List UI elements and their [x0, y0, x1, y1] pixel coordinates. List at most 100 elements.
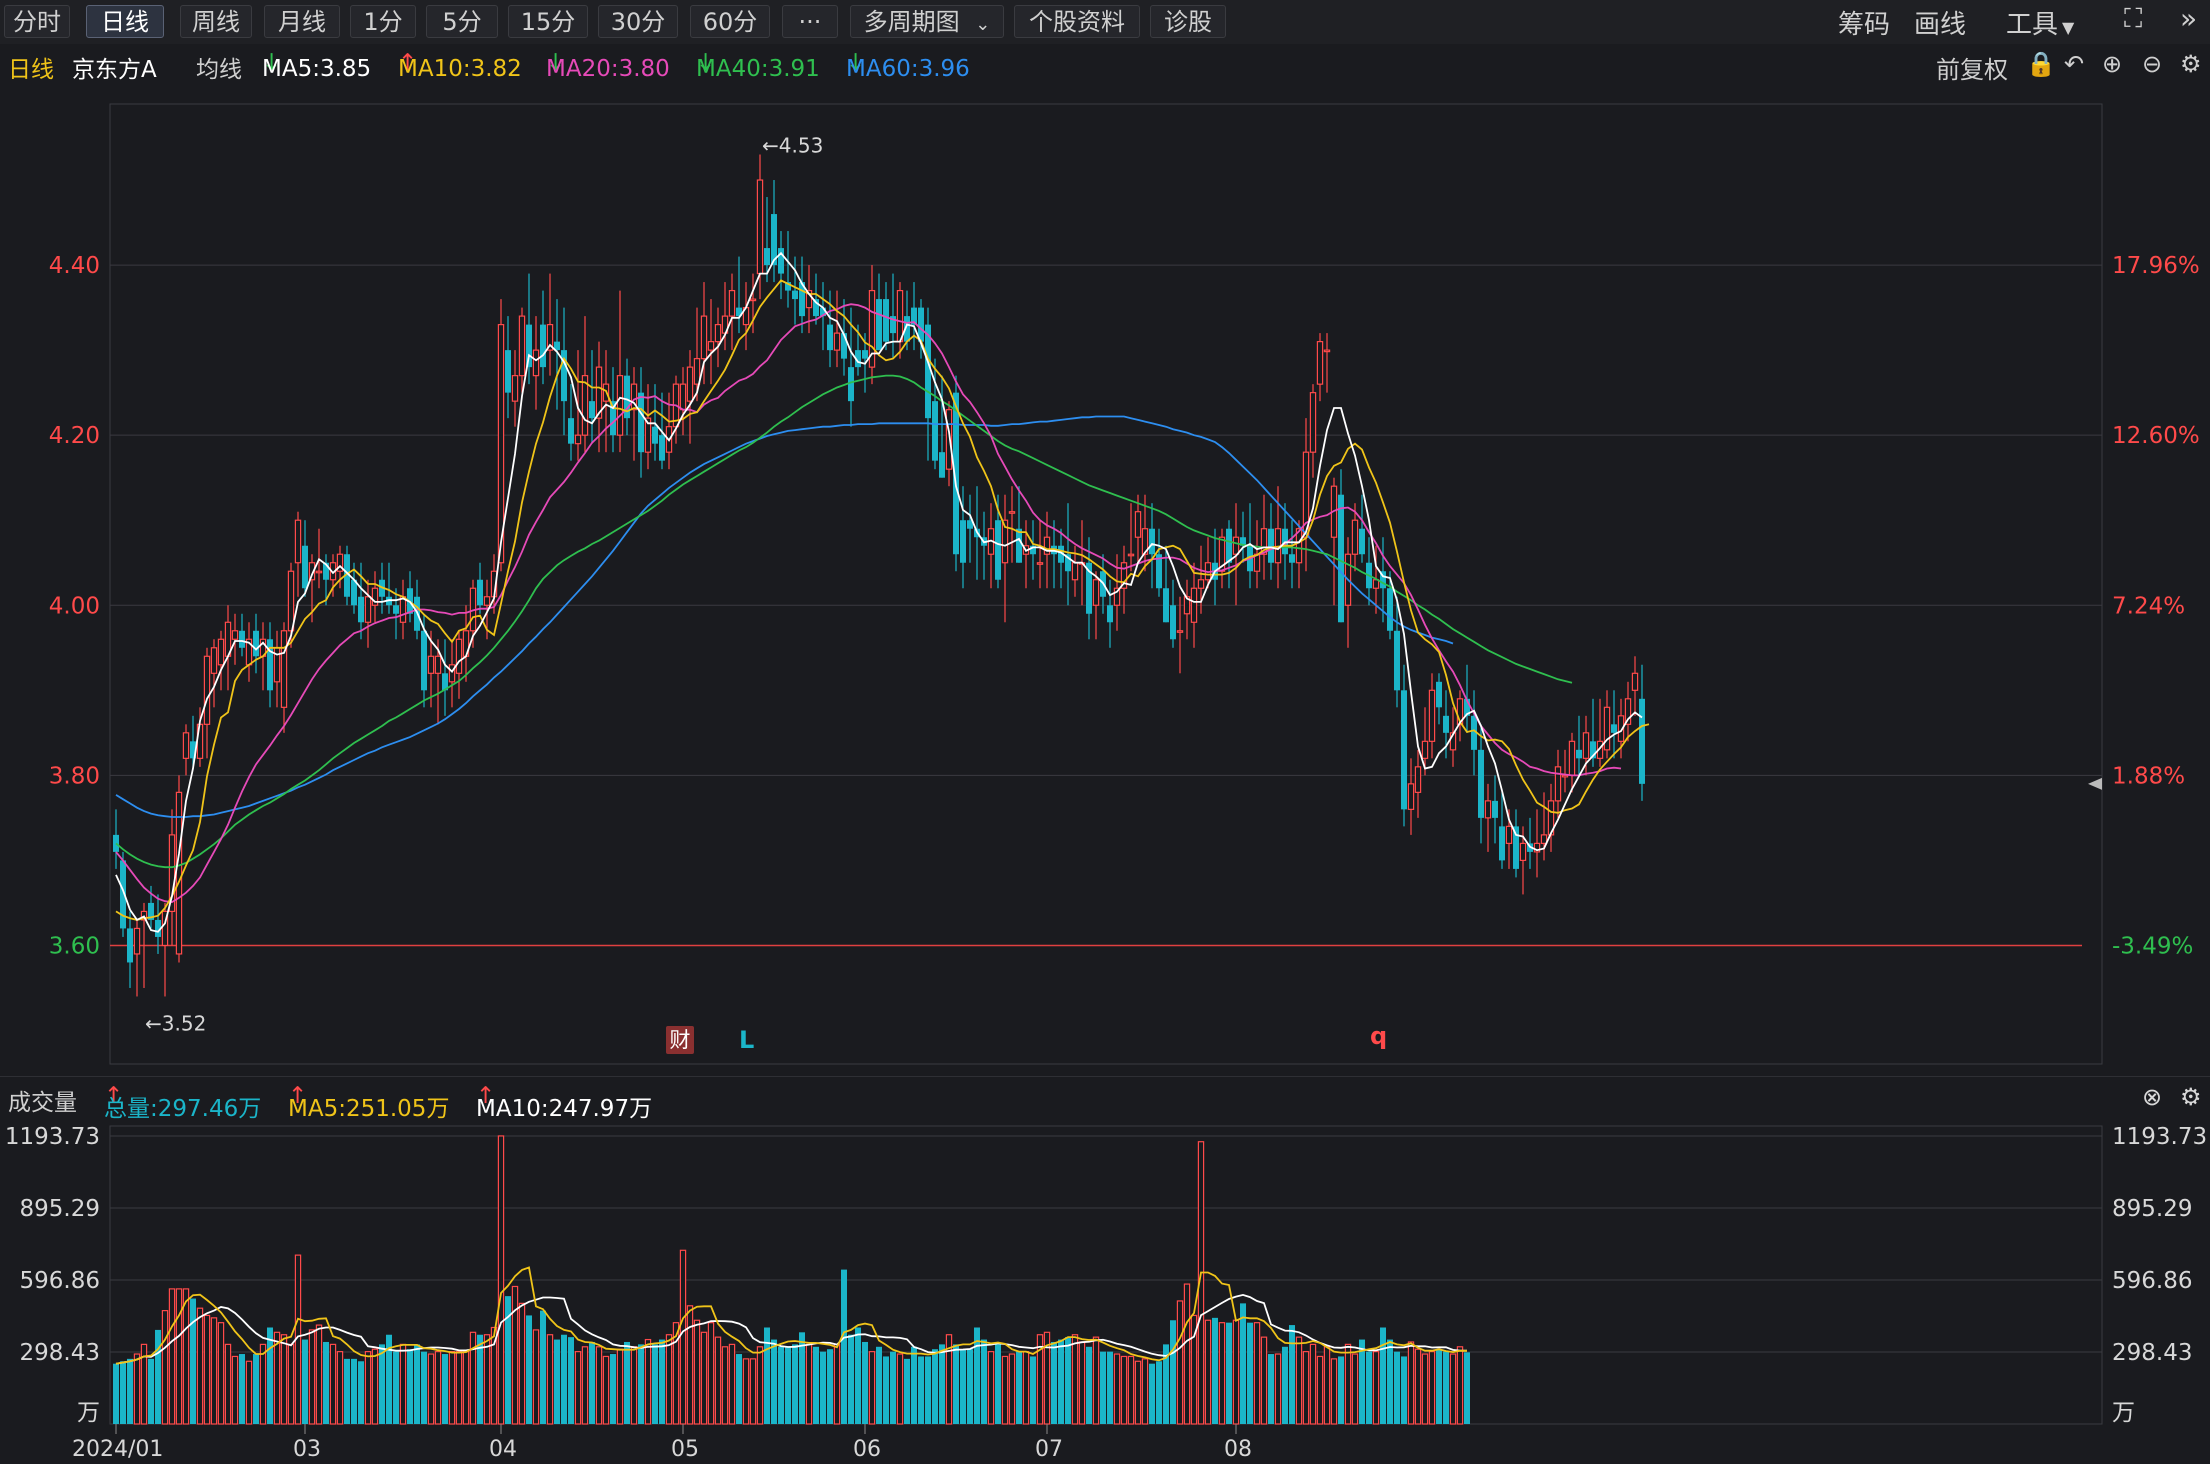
candle-body	[231, 630, 239, 640]
volume-chart[interactable]: 1193.73 1193.73 895.29 895.29 596.86 596.86 29…	[0, 1116, 2210, 1464]
volume-bar	[841, 1269, 847, 1424]
candle-body	[1492, 800, 1498, 818]
candle-body	[1576, 749, 1582, 759]
candle-body	[1107, 605, 1113, 623]
multi-period-dropdown[interactable]: 多周期图 ⌄	[850, 5, 1004, 38]
candle-body	[344, 554, 350, 597]
volume-bar	[792, 1344, 798, 1424]
collapse-panel-icon[interactable]: »	[2180, 2, 2198, 35]
volume-bar	[1282, 1346, 1288, 1424]
tab-60min[interactable]: 60分	[690, 5, 770, 38]
volume-bar	[827, 1349, 833, 1424]
tab-5min[interactable]: 5分	[426, 5, 498, 38]
candle-body	[589, 401, 595, 419]
ma60-value: MA60:3.96 ↓	[846, 50, 970, 82]
volume-bar	[799, 1332, 805, 1424]
volume-bar	[1436, 1349, 1442, 1424]
tab-15min[interactable]: 15分	[508, 5, 588, 38]
candle-body	[294, 519, 302, 564]
tab-1min[interactable]: 1分	[350, 5, 416, 38]
candle-body	[1351, 519, 1359, 555]
tab-weekly[interactable]: 周线	[180, 5, 252, 38]
volume-bar	[1113, 1353, 1121, 1425]
candle-body	[995, 520, 1001, 580]
candle-body	[1443, 715, 1449, 733]
volume-bar	[253, 1354, 259, 1424]
volume-bar	[1226, 1322, 1232, 1424]
candle-body	[595, 366, 603, 419]
ma-settings-label[interactable]: 均线	[196, 57, 242, 83]
volume-bar	[351, 1358, 357, 1424]
candle-body	[1387, 588, 1393, 631]
volume-bar	[1051, 1341, 1057, 1424]
zoom-out-icon[interactable]: ⊖	[2142, 50, 2163, 78]
price-tick-label: 3.60	[49, 933, 100, 959]
chip-distribution-button[interactable]: 筹码	[1838, 10, 1891, 40]
volume-bar	[939, 1344, 945, 1424]
candle-body	[813, 299, 819, 317]
candle-body	[1240, 537, 1246, 546]
volume-bar	[771, 1339, 777, 1424]
candle-body	[203, 655, 211, 725]
volume-bar	[644, 1338, 652, 1425]
candle-body	[455, 638, 463, 674]
lock-icon[interactable]: 🔒	[2026, 50, 2056, 78]
volume-settings-icon[interactable]: ⚙	[2180, 1083, 2202, 1111]
candle-body	[511, 375, 519, 402]
volume-ma10-line	[115, 1293, 1467, 1365]
candle-body	[644, 417, 652, 453]
volume-close-icon[interactable]: ⊗	[2142, 1083, 2163, 1111]
volume-bar	[721, 1346, 729, 1425]
candle-body	[686, 366, 694, 402]
candle-body	[1484, 800, 1492, 819]
candle-body	[561, 350, 567, 402]
volume-bar	[624, 1341, 630, 1424]
ma40-line	[115, 374, 1573, 869]
tab-30min[interactable]: 30分	[598, 5, 678, 38]
settings-gear-icon[interactable]: ⚙	[2180, 50, 2202, 78]
volume-tick-label: 298.43	[2112, 1340, 2192, 1366]
candle-body	[505, 350, 511, 393]
price-tick-label: 4.20	[49, 423, 100, 449]
chevron-down-icon: ⌄	[975, 14, 991, 35]
volume-tick-label: 298.43	[20, 1340, 100, 1366]
volume-bar	[665, 1334, 673, 1425]
adjust-mode-button[interactable]: 前复权	[1936, 56, 2008, 84]
zoom-in-icon[interactable]: ⊕	[2102, 50, 2123, 78]
volume-bar	[896, 1353, 904, 1425]
tools-dropdown[interactable]: 工具 ▼	[2006, 4, 2074, 41]
candle-body	[1295, 528, 1303, 564]
fullscreen-icon[interactable]: ⛶	[2124, 4, 2143, 34]
tab-intraday[interactable]: 分时	[4, 5, 70, 38]
candle-body	[707, 341, 715, 351]
diagnosis-button[interactable]: 诊股	[1150, 5, 1226, 38]
price-frame	[109, 103, 2103, 1065]
volume-bar	[1163, 1344, 1169, 1424]
drawing-button[interactable]: 画线	[1914, 10, 1967, 40]
volume-bar	[820, 1351, 826, 1424]
undo-icon[interactable]: ↶	[2064, 50, 2085, 78]
tab-monthly[interactable]: 月线	[264, 5, 340, 38]
volume-bar	[245, 1360, 253, 1425]
candle-body	[182, 732, 190, 759]
volume-bar	[602, 1355, 610, 1425]
stock-profile-button[interactable]: 个股资料	[1014, 5, 1140, 38]
tab-daily[interactable]: 日线	[86, 5, 164, 38]
candle-body	[1043, 536, 1051, 555]
candle-body	[442, 673, 448, 691]
candle-body	[932, 401, 938, 461]
pct-tick-label: 12.60%	[2112, 423, 2200, 449]
candle-body	[1058, 545, 1064, 563]
candle-body	[1113, 587, 1121, 606]
volume-bar	[196, 1307, 204, 1425]
volume-bar	[1338, 1356, 1344, 1424]
candle-body	[1036, 562, 1044, 565]
ma40-text: MA40:3.91	[696, 56, 820, 82]
candlestick-chart[interactable]: 4.40 4.20 4.00 3.80 3.60 17.96% 12.60% 7.24% 1.…	[0, 82, 2210, 1076]
volume-bar	[1394, 1351, 1400, 1424]
volume-bar	[876, 1346, 882, 1424]
candle-body	[477, 579, 483, 606]
more-periods-button[interactable]: ···	[782, 5, 838, 38]
candle-body	[1380, 571, 1386, 589]
